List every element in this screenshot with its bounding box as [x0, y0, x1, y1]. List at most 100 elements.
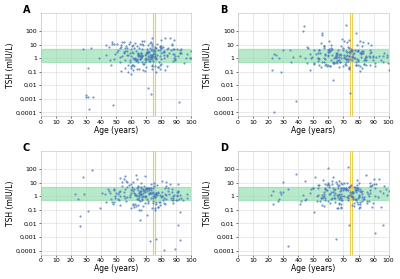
Point — [143, 65, 149, 70]
Point — [122, 49, 128, 54]
Point — [158, 46, 164, 50]
Point — [318, 60, 325, 64]
Point — [355, 58, 361, 63]
Point — [347, 91, 353, 95]
Point — [139, 53, 145, 57]
Point — [131, 193, 138, 198]
Point — [149, 190, 156, 195]
Point — [357, 50, 363, 55]
Point — [324, 48, 331, 52]
Point — [316, 57, 323, 61]
Point — [116, 55, 123, 59]
Point — [150, 191, 157, 196]
Point — [296, 54, 303, 59]
Point — [342, 187, 349, 192]
Point — [88, 45, 94, 50]
Point — [150, 183, 157, 188]
Point — [123, 179, 129, 183]
Point — [158, 46, 164, 50]
Point — [138, 51, 145, 55]
Point — [138, 208, 144, 213]
Point — [127, 191, 134, 195]
Point — [138, 186, 144, 191]
Point — [158, 190, 165, 194]
Point — [316, 198, 323, 203]
Point — [334, 54, 340, 59]
Point — [345, 54, 352, 59]
Point — [175, 189, 182, 194]
Point — [371, 182, 377, 186]
Point — [141, 184, 148, 188]
Point — [334, 50, 341, 55]
Point — [367, 191, 373, 195]
Point — [137, 57, 143, 61]
Point — [154, 42, 160, 46]
Point — [336, 202, 342, 206]
Point — [130, 42, 136, 47]
Point — [137, 57, 144, 62]
Point — [317, 64, 324, 69]
Point — [117, 45, 124, 50]
Point — [155, 48, 161, 52]
Point — [297, 201, 303, 206]
Point — [174, 190, 180, 194]
Point — [84, 66, 91, 71]
Point — [360, 39, 366, 44]
Point — [359, 66, 365, 70]
Point — [170, 194, 176, 198]
Point — [338, 198, 345, 202]
Point — [175, 182, 181, 186]
Point — [346, 49, 352, 54]
Point — [152, 55, 158, 60]
Point — [134, 52, 141, 57]
Point — [278, 191, 284, 196]
Point — [372, 186, 378, 190]
Point — [339, 182, 345, 186]
Point — [145, 57, 152, 61]
Point — [184, 51, 190, 56]
Point — [384, 193, 390, 197]
Point — [367, 50, 374, 55]
X-axis label: Age (years): Age (years) — [94, 264, 138, 273]
Point — [344, 40, 350, 45]
Point — [345, 187, 352, 192]
Point — [345, 58, 352, 63]
Point — [108, 40, 115, 44]
Point — [109, 102, 116, 107]
Point — [126, 58, 133, 62]
Point — [135, 203, 141, 207]
Point — [372, 231, 378, 235]
Point — [322, 198, 328, 202]
Point — [133, 173, 140, 177]
Point — [153, 191, 159, 195]
Point — [142, 56, 148, 61]
Point — [152, 56, 159, 61]
Point — [311, 62, 318, 67]
Point — [107, 190, 114, 195]
Point — [175, 222, 182, 227]
Point — [288, 60, 294, 64]
Point — [330, 77, 336, 82]
Point — [121, 177, 127, 181]
X-axis label: Age (years): Age (years) — [291, 264, 336, 273]
Point — [150, 51, 157, 56]
Point — [99, 190, 105, 195]
Point — [380, 223, 386, 227]
Point — [175, 188, 181, 193]
Point — [326, 48, 332, 52]
Point — [335, 206, 341, 210]
Point — [338, 196, 344, 201]
Point — [336, 57, 342, 62]
Point — [102, 191, 108, 196]
Point — [183, 56, 189, 60]
Point — [147, 56, 154, 60]
Point — [168, 198, 175, 203]
Point — [341, 52, 348, 57]
Point — [160, 53, 167, 57]
Point — [304, 46, 311, 50]
Point — [378, 58, 384, 62]
Point — [167, 196, 174, 200]
Point — [350, 52, 357, 56]
Point — [346, 54, 353, 58]
Point — [148, 55, 154, 60]
